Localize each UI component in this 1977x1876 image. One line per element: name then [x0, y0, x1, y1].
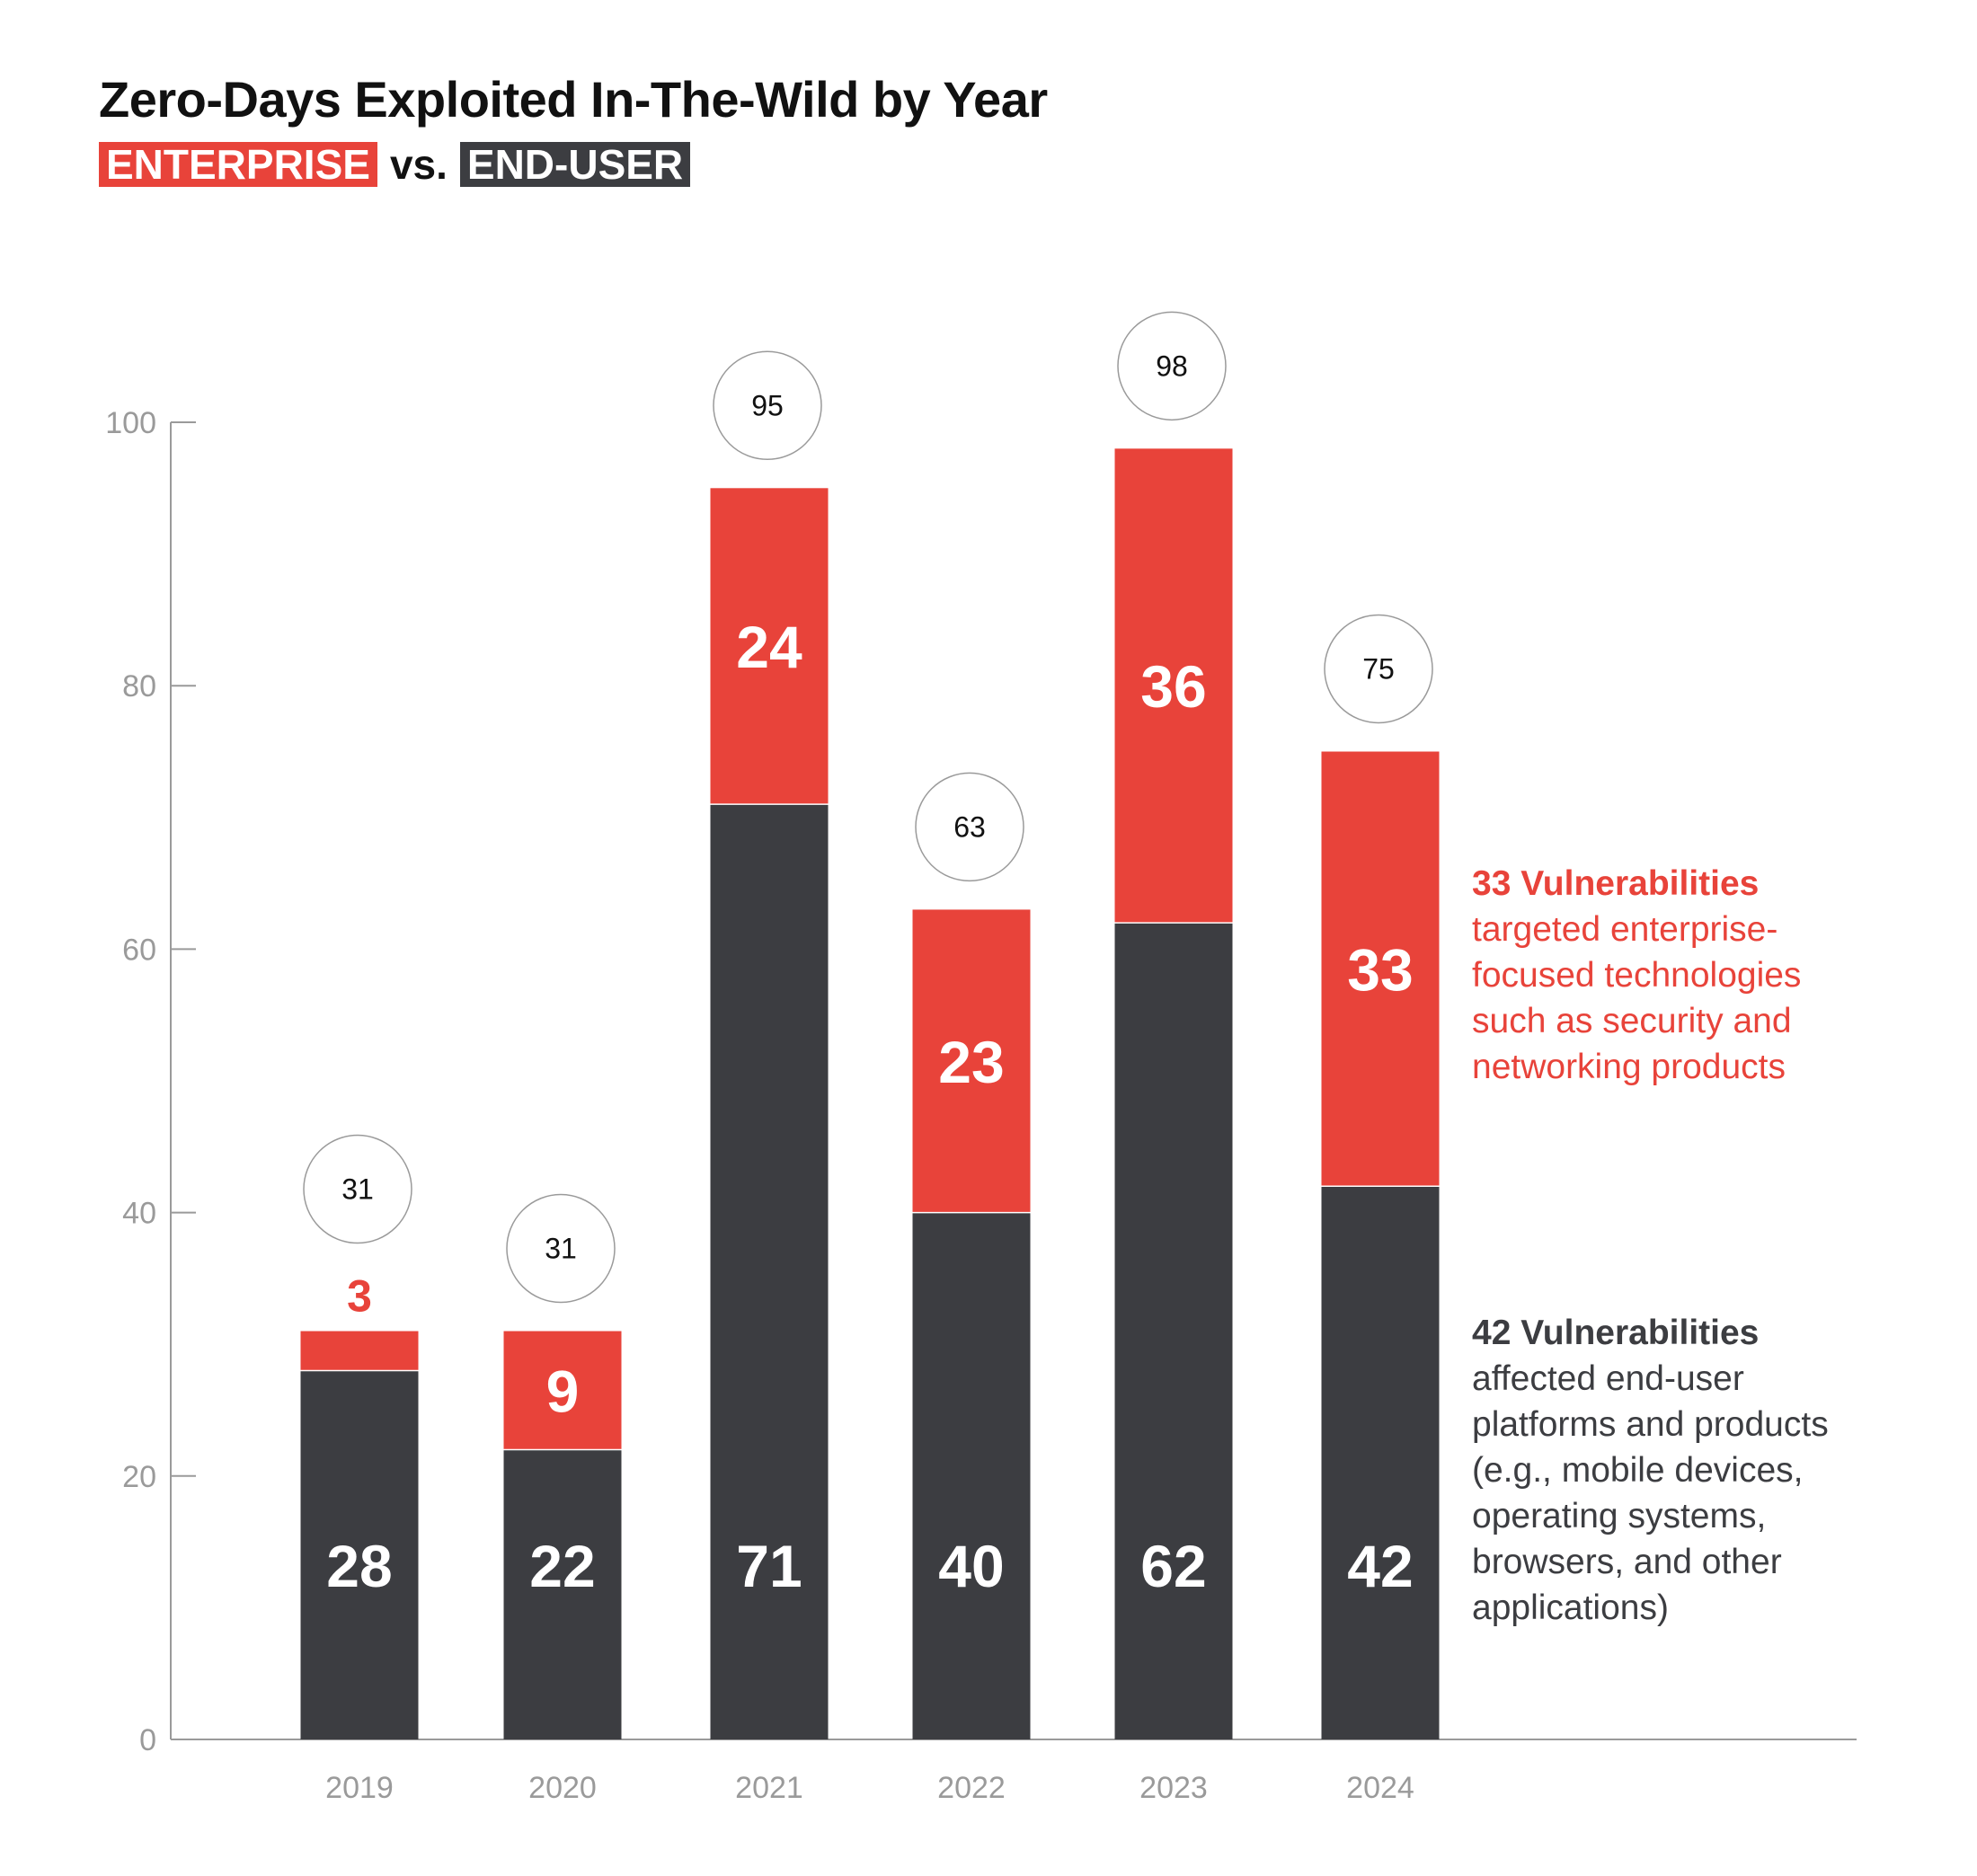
vs-text: vs.	[389, 141, 448, 188]
enterprise-tag: ENTERPRISE	[99, 142, 377, 187]
annotation-line: operating systems,	[1472, 1497, 1767, 1535]
bar-end-user	[710, 804, 829, 1739]
bar-end-user	[1114, 923, 1233, 1739]
total-value-label: 75	[1362, 653, 1395, 686]
bar-end-user	[503, 1449, 622, 1739]
chart-title: Zero-Days Exploited In-The-Wild by Year	[99, 71, 1048, 128]
y-tick-label: 0	[139, 1723, 156, 1757]
annotation-line: such as security and	[1472, 1002, 1792, 1040]
y-tick-label: 60	[122, 933, 156, 967]
total-value-label: 31	[341, 1173, 374, 1206]
total-value-label: 63	[953, 810, 986, 843]
end-user-value-label: 28	[326, 1533, 392, 1599]
enterprise-annotation-headline: 33 Vulnerabilities	[1472, 864, 1760, 903]
end-user-value-label: 40	[938, 1533, 1004, 1599]
annotation-line: networking products	[1472, 1048, 1786, 1086]
enterprise-value-label: 36	[1140, 653, 1206, 720]
enterprise-value-label: 24	[736, 614, 802, 680]
enterprise-value-label: 3	[347, 1271, 372, 1322]
end-user-annotation: 42 Vulnerabilities affected end-user pla…	[1472, 1310, 1829, 1631]
annotation-line: applications)	[1472, 1588, 1669, 1627]
chart-subtitle: ENTERPRISE vs. END-USER	[99, 140, 691, 189]
annotation-line: affected end-user	[1472, 1359, 1744, 1398]
bar-enterprise	[1114, 448, 1233, 924]
total-bubble	[506, 1193, 616, 1304]
x-tick-label: 2020	[528, 1771, 597, 1805]
bar-end-user	[300, 1370, 419, 1739]
enterprise-value-label: 23	[938, 1029, 1004, 1095]
end-user-value-label: 71	[736, 1533, 802, 1599]
bar-enterprise	[300, 1331, 419, 1371]
end-user-value-label: 62	[1140, 1533, 1206, 1599]
x-tick-label: 2019	[325, 1771, 394, 1805]
end-user-value-label: 22	[529, 1533, 595, 1599]
total-bubble	[1324, 614, 1433, 724]
total-bubble	[713, 350, 822, 461]
bar-end-user	[912, 1212, 1031, 1739]
total-bubble	[1117, 311, 1227, 421]
total-value-label: 31	[545, 1233, 577, 1265]
y-tick-label: 100	[105, 406, 156, 440]
annotation-line: targeted enterprise-	[1472, 910, 1778, 949]
total-value-label: 95	[751, 389, 784, 421]
annotation-line: browsers, and other	[1472, 1543, 1782, 1581]
enterprise-value-label: 33	[1347, 936, 1413, 1003]
x-tick-label: 2023	[1139, 1771, 1208, 1805]
x-tick-label: 2022	[937, 1771, 1006, 1805]
enterprise-annotation: 33 Vulnerabilities targeted enterprise- …	[1472, 861, 1801, 1090]
total-bubble	[915, 772, 1024, 882]
x-tick-label: 2021	[735, 1771, 803, 1805]
annotation-line: platforms and products	[1472, 1405, 1829, 1444]
annotation-line: (e.g., mobile devices,	[1472, 1451, 1804, 1490]
annotation-line: focused technologies	[1472, 956, 1802, 995]
y-tick-label: 20	[122, 1460, 156, 1494]
end-user-value-label: 42	[1347, 1533, 1413, 1599]
x-tick-label: 2024	[1346, 1771, 1414, 1805]
y-tick-label: 40	[122, 1197, 156, 1231]
bar-enterprise	[710, 488, 829, 805]
bar-end-user	[1321, 1186, 1440, 1739]
bar-enterprise	[912, 909, 1031, 1213]
enterprise-value-label: 9	[546, 1358, 580, 1425]
y-tick-label: 80	[122, 669, 156, 704]
end-user-annotation-headline: 42 Vulnerabilities	[1472, 1314, 1760, 1352]
end-user-tag: END-USER	[459, 142, 691, 187]
total-bubble	[303, 1134, 412, 1244]
bar-enterprise	[503, 1331, 622, 1450]
bar-enterprise	[1321, 751, 1440, 1187]
total-value-label: 98	[1156, 350, 1188, 382]
